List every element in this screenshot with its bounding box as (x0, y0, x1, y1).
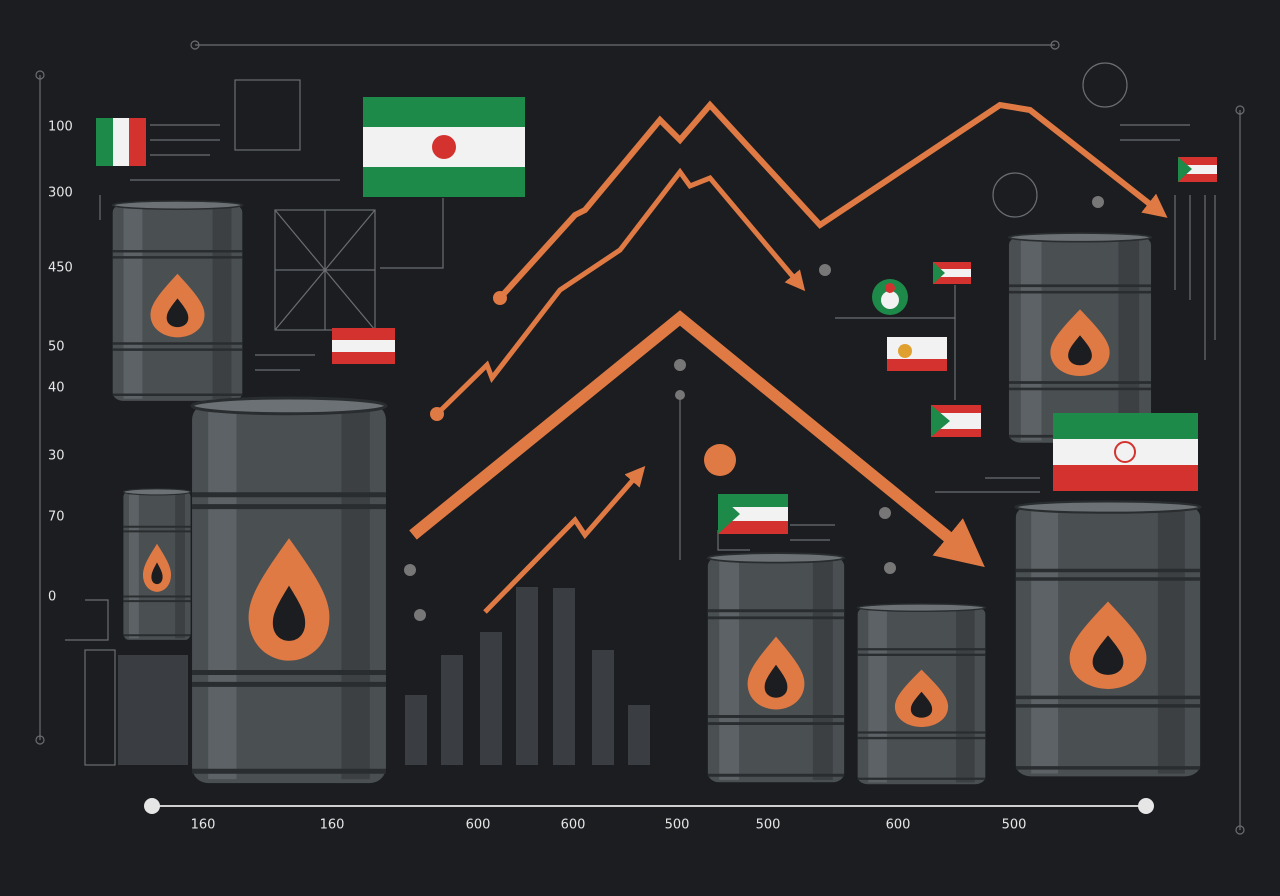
bottom-axis-label: 500 (756, 818, 781, 833)
bottom-axis-labels: 160 160 600 600 500 500 600 500 (191, 818, 1027, 833)
bottom-axis (144, 798, 1154, 814)
trend-dots (404, 196, 1104, 621)
bottom-axis-label: 160 (191, 818, 216, 833)
left-axis-labels: 100 300 450 50 40 30 70 0 (48, 120, 73, 605)
bottom-axis-label: 600 (466, 818, 491, 833)
flags (96, 97, 1217, 534)
frame-lines (35, 40, 1245, 835)
left-axis-label: 40 (48, 381, 65, 396)
bottom-axis-label: 160 (320, 818, 345, 833)
left-axis-label: 0 (48, 590, 56, 605)
left-axis-label: 450 (48, 261, 73, 276)
trend-arrows (409, 100, 1168, 614)
background-bars (118, 587, 650, 765)
bottom-axis-label: 600 (886, 818, 911, 833)
left-axis-label: 70 (48, 510, 65, 525)
left-axis-label: 50 (48, 340, 65, 355)
left-axis-label: 100 (48, 120, 73, 135)
left-axis-label: 300 (48, 186, 73, 201)
bottom-axis-label: 600 (561, 818, 586, 833)
left-axis-label: 30 (48, 449, 65, 464)
barrels (111, 200, 1200, 786)
bottom-axis-label: 500 (1002, 818, 1027, 833)
bottom-axis-label: 500 (665, 818, 690, 833)
